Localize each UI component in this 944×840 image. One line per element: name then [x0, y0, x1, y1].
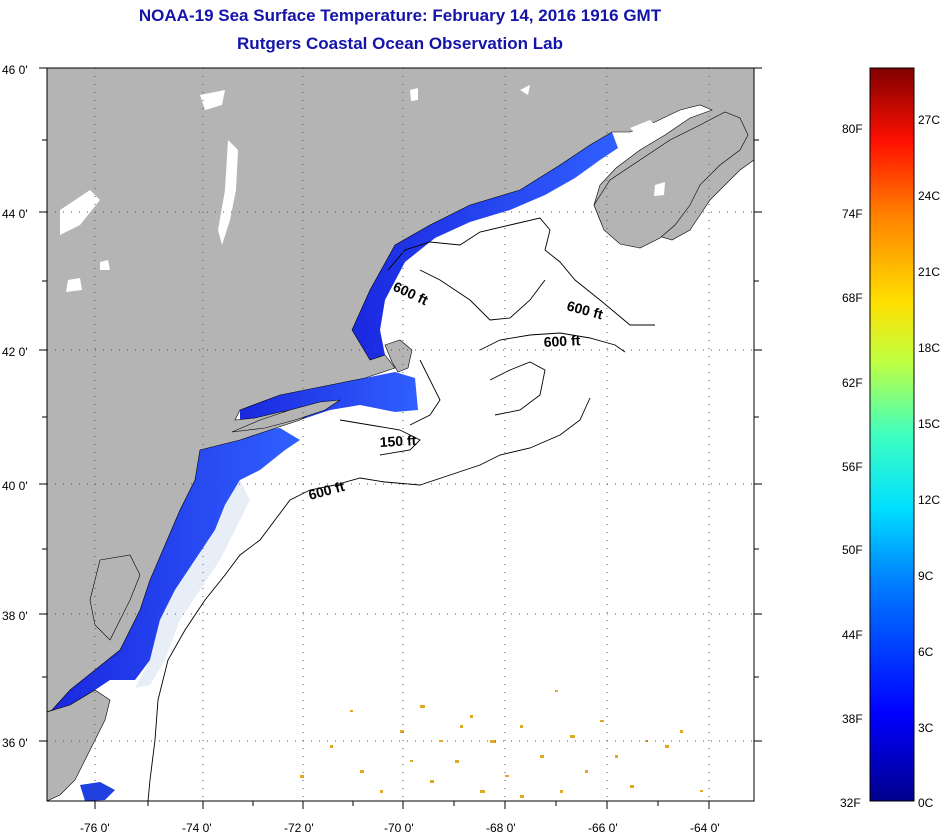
- colorbar-f-label: 68F: [842, 291, 863, 305]
- colorbar-f-label: 38F: [842, 712, 863, 726]
- lat-tick-label: 42 0': [2, 345, 28, 359]
- colorbar-c-label: 6C: [918, 645, 934, 659]
- lat-axis-labels: 46 0' 44 0' 42 0' 40 0' 38 0' 36 0': [2, 63, 28, 750]
- land-long-island: [231, 399, 341, 433]
- lat-tick-label: 46 0': [2, 63, 28, 77]
- colorbar-c-label: 24C: [918, 189, 940, 203]
- map-subtitle: Rutgers Coastal Ocean Observation Lab: [237, 34, 563, 53]
- lon-tick-label: -68 0': [486, 821, 516, 835]
- colorbar-f-label: 44F: [842, 628, 863, 642]
- colorbar-f-label: 56F: [842, 460, 863, 474]
- cold-water-outer-banks: [80, 782, 115, 801]
- lon-axis-labels: -76 0' -74 0' -72 0' -70 0' -68 0' -66 0…: [80, 821, 720, 835]
- lake: [218, 140, 238, 245]
- cold-water-mid-atlantic: [52, 428, 300, 720]
- contour-150ft-inner-shelf: [339, 419, 421, 456]
- colorbar-fahrenheit-labels: 80F 74F 68F 62F 56F 50F 44F 38F 32F: [840, 122, 863, 810]
- turbid-water-fringe: [135, 480, 250, 688]
- land-delmarva: [89, 554, 141, 641]
- lat-tick-label: 36 0': [2, 736, 28, 750]
- contour-georges-bank-edge: [489, 361, 546, 416]
- map-title: NOAA-19 Sea Surface Temperature: Februar…: [138, 6, 662, 25]
- lon-tick-label: -74 0': [182, 821, 212, 835]
- contour-150ft-georges: [409, 359, 441, 426]
- colorbar: [869, 67, 915, 802]
- contour-600ft-jordan-basin: [419, 269, 546, 321]
- contour-600ft-gulf-of-maine: [387, 217, 655, 326]
- colorbar-c-label: 0C: [918, 796, 934, 810]
- colorbar-celsius-labels: 27C 24C 21C 18C 15C 12C 9C 6C 3C 0C: [918, 113, 940, 810]
- colorbar-c-label: 15C: [918, 417, 940, 431]
- colorbar-f-label: 62F: [842, 376, 863, 390]
- lon-tick-label: -76 0': [80, 821, 110, 835]
- colorbar-c-label: 27C: [918, 113, 940, 127]
- colorbar-c-label: 21C: [918, 265, 940, 279]
- cold-water-gulf-of-maine: [352, 132, 618, 360]
- lon-tick-label: -66 0': [588, 821, 618, 835]
- lake: [200, 90, 225, 110]
- map-frame: [46, 67, 755, 802]
- colorbar-f-label: 32F: [840, 796, 861, 810]
- colorbar-c-label: 9C: [918, 569, 934, 583]
- lon-tick-label: -70 0': [384, 821, 414, 835]
- lat-tick-label: 40 0': [2, 479, 28, 493]
- colorbar-f-label: 50F: [842, 543, 863, 557]
- lon-tick-label: -64 0': [690, 821, 720, 835]
- colorbar-f-label: 74F: [842, 207, 863, 221]
- warm-patches: [300, 690, 703, 798]
- lat-tick-label: 38 0': [2, 609, 28, 623]
- lat-tick-label: 44 0': [2, 207, 28, 221]
- lon-tick-label: -72 0': [284, 821, 314, 835]
- contour-600ft-georges-bank: [479, 332, 626, 353]
- lake: [100, 260, 110, 270]
- lake: [630, 120, 660, 138]
- lake: [520, 85, 530, 95]
- colorbar-c-label: 3C: [918, 721, 934, 735]
- contour-label: 150 ft: [379, 432, 417, 450]
- contour-600ft-shelf-break: [147, 397, 591, 801]
- lake: [66, 278, 82, 292]
- colorbar-c-label: 18C: [918, 341, 940, 355]
- land-nova-scotia: [593, 111, 749, 249]
- land-cape-cod: [384, 339, 413, 373]
- lake: [410, 88, 418, 101]
- colorbar-c-label: 12C: [918, 493, 940, 507]
- ticks: [39, 67, 762, 809]
- colorbar-f-label: 80F: [842, 122, 863, 136]
- lake: [654, 182, 665, 196]
- contour-label: 600 ft: [543, 332, 581, 350]
